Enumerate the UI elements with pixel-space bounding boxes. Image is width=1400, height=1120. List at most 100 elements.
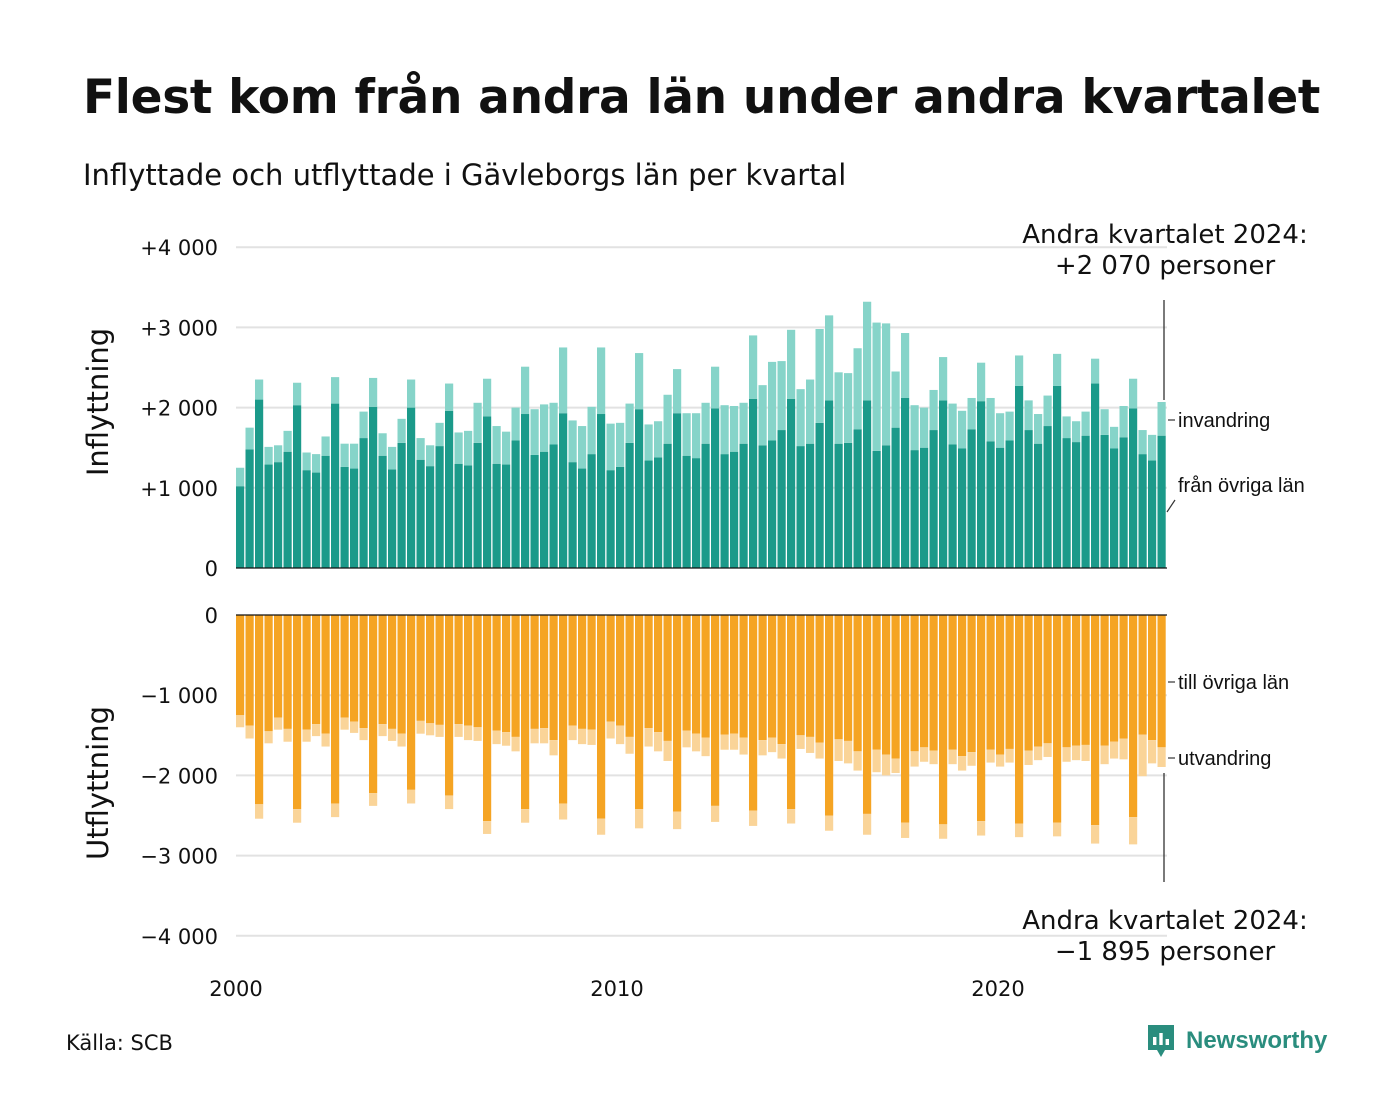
bar-till övriga län <box>426 615 435 724</box>
bar-invandring <box>1081 411 1090 436</box>
bar-till övriga län <box>796 615 805 736</box>
bar-utvandring <box>540 728 549 744</box>
bar-utvandring <box>321 733 330 747</box>
bar-från övriga län <box>1034 443 1043 568</box>
bar-från övriga län <box>673 413 682 568</box>
bar-från övriga län <box>1110 448 1119 568</box>
y-tick-label: −2 000 <box>140 764 218 788</box>
brand-logo: Newsworthy <box>1146 1023 1327 1059</box>
source-note: Källa: SCB <box>66 1031 173 1055</box>
bar-utvandring <box>929 750 938 765</box>
bar-från övriga län <box>625 442 634 568</box>
bar-från övriga län <box>825 400 834 568</box>
bar-från övriga län <box>597 414 606 568</box>
bar-från övriga län <box>977 401 986 568</box>
annotation-inflyttning-line2: +2 070 personer <box>1055 251 1276 281</box>
bars-inflyttning <box>236 301 1166 568</box>
bar-invandring <box>397 418 406 443</box>
bar-invandring <box>825 315 834 401</box>
y-tick-label: +2 000 <box>140 397 218 421</box>
bar-till övriga län <box>1157 615 1166 748</box>
bar-utvandring <box>255 804 264 819</box>
bar-från övriga län <box>654 457 663 568</box>
bar-till övriga län <box>1110 615 1119 742</box>
bar-utvandring <box>435 724 444 737</box>
bar-till övriga län <box>492 615 501 731</box>
bar-från övriga län <box>483 416 492 568</box>
bar-invandring <box>986 397 995 442</box>
bar-från övriga län <box>910 450 919 568</box>
bar-till övriga län <box>283 615 292 729</box>
bar-från övriga län <box>635 409 644 568</box>
bar-till övriga län <box>654 615 663 733</box>
bar-från övriga län <box>1119 437 1128 568</box>
bar-till övriga län <box>388 615 397 729</box>
bar-invandring <box>739 402 748 444</box>
bar-till övriga län <box>1100 615 1109 746</box>
bar-utvandring <box>730 733 739 750</box>
bar-invandring <box>654 421 663 458</box>
y-axis-label-inflyttning: Inflyttning <box>81 328 115 476</box>
bar-invandring <box>359 411 368 439</box>
bar-från övriga län <box>369 406 378 568</box>
bar-till övriga län <box>606 615 615 722</box>
bar-utvandring <box>787 809 796 824</box>
bar-till övriga län <box>1005 615 1014 749</box>
bar-till övriga län <box>549 615 558 741</box>
bar-till övriga län <box>749 615 758 811</box>
bar-utvandring <box>388 728 397 741</box>
bar-utvandring <box>967 752 976 766</box>
bar-utvandring <box>1129 817 1138 845</box>
bar-invandring <box>720 405 729 455</box>
bar-till övriga län <box>483 615 492 822</box>
bar-från övriga län <box>986 441 995 568</box>
bar-invandring <box>407 379 416 408</box>
bar-utvandring <box>939 824 948 839</box>
bar-från övriga län <box>502 464 511 568</box>
bar-invandring <box>606 423 615 471</box>
bar-utvandring <box>815 742 824 759</box>
bar-invandring <box>416 438 425 460</box>
bar-utvandring <box>369 793 378 806</box>
bar-från övriga län <box>511 440 520 568</box>
bar-utvandring <box>378 724 387 737</box>
bar-till övriga län <box>511 615 520 737</box>
bar-utvandring <box>597 818 606 835</box>
bar-utvandring <box>606 721 615 739</box>
bar-utvandring <box>853 751 862 771</box>
bar-från övriga län <box>540 451 549 568</box>
bar-utvandring <box>625 736 634 754</box>
bar-från övriga län <box>692 458 701 568</box>
bar-invandring <box>796 389 805 447</box>
bar-utvandring <box>701 737 710 757</box>
bar-från övriga län <box>1072 442 1081 568</box>
bar-till övriga län <box>502 615 511 733</box>
bar-till övriga län <box>540 615 549 729</box>
bar-utvandring <box>454 724 463 737</box>
bar-till övriga län <box>853 615 862 752</box>
bar-från övriga län <box>445 410 454 568</box>
bar-invandring <box>644 424 653 461</box>
bar-utvandring <box>293 809 302 823</box>
bar-från övriga län <box>274 462 283 568</box>
bar-till övriga län <box>416 615 425 721</box>
bar-från övriga län <box>378 455 387 568</box>
bar-invandring <box>293 382 302 406</box>
bar-utvandring <box>340 717 349 730</box>
bar-från övriga län <box>578 468 587 568</box>
y-tick-label: 0 <box>205 604 218 628</box>
bar-till övriga län <box>245 615 254 726</box>
bar-invandring <box>1043 395 1052 427</box>
bar-utvandring <box>844 740 853 764</box>
bar-från övriga län <box>359 438 368 568</box>
bar-utvandring <box>559 803 568 820</box>
bar-till övriga län <box>863 615 872 814</box>
bar-till övriga län <box>1062 615 1071 748</box>
bar-utvandring <box>397 733 406 747</box>
bar-invandring <box>578 426 587 469</box>
bar-invandring <box>559 347 568 414</box>
bar-från övriga län <box>1148 460 1157 568</box>
bar-utvandring <box>796 735 805 749</box>
bar-invandring <box>872 322 881 451</box>
x-tick-label: 2010 <box>590 977 643 1001</box>
